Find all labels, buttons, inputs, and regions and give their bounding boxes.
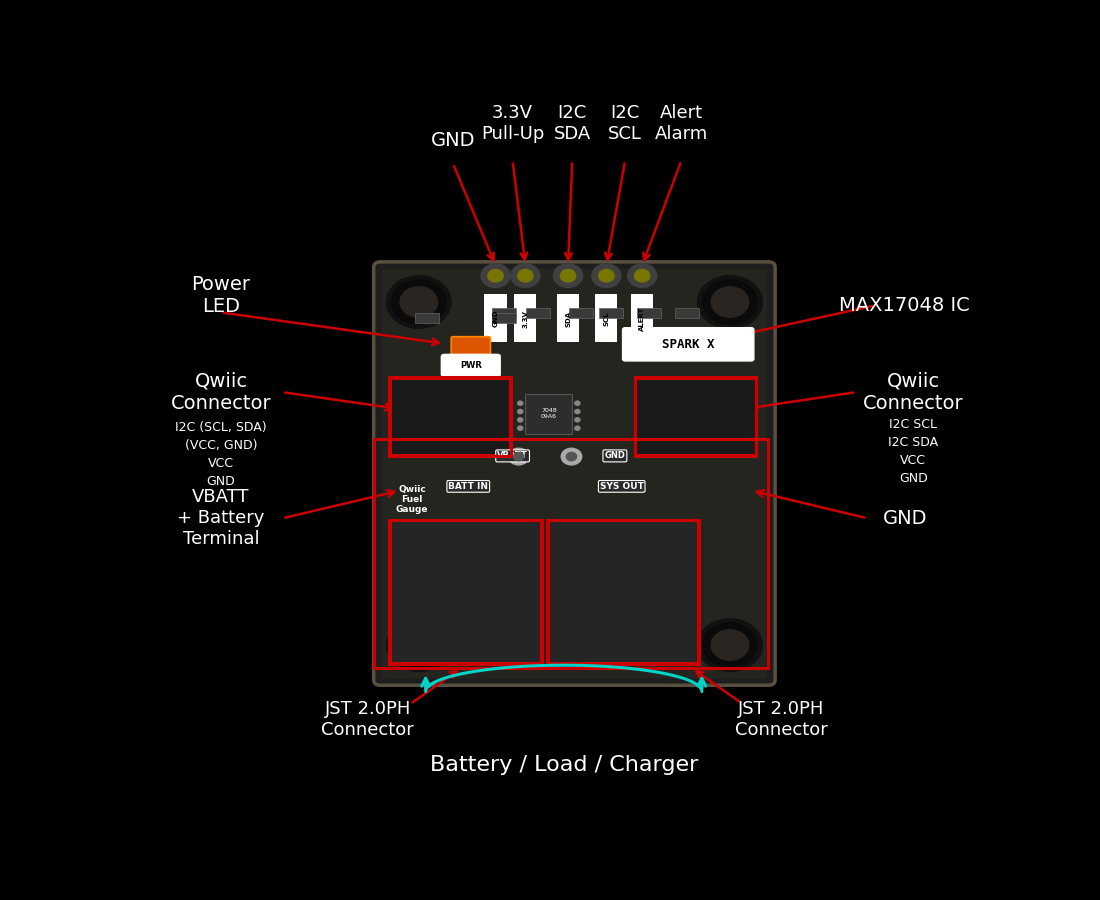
FancyBboxPatch shape: [636, 378, 756, 455]
Circle shape: [697, 275, 762, 328]
Circle shape: [518, 418, 522, 422]
FancyBboxPatch shape: [675, 309, 700, 318]
FancyBboxPatch shape: [598, 309, 623, 318]
FancyBboxPatch shape: [623, 328, 754, 361]
Text: JST 2.0PH
Connector: JST 2.0PH Connector: [735, 700, 827, 739]
Text: PWR: PWR: [460, 361, 482, 370]
FancyBboxPatch shape: [492, 309, 516, 318]
FancyBboxPatch shape: [484, 294, 507, 341]
Circle shape: [553, 264, 583, 287]
FancyBboxPatch shape: [389, 378, 510, 455]
FancyBboxPatch shape: [569, 309, 593, 318]
Circle shape: [510, 264, 540, 287]
FancyBboxPatch shape: [631, 294, 653, 341]
Circle shape: [488, 269, 503, 282]
Circle shape: [575, 418, 580, 422]
Circle shape: [392, 623, 447, 667]
Circle shape: [518, 401, 522, 405]
Bar: [389, 377, 510, 456]
Text: Qwiic
Fuel
Gauge: Qwiic Fuel Gauge: [396, 484, 428, 515]
FancyBboxPatch shape: [526, 309, 550, 318]
FancyBboxPatch shape: [389, 520, 541, 663]
FancyBboxPatch shape: [441, 354, 500, 377]
Text: I2C
SDA: I2C SDA: [553, 104, 591, 142]
Text: JST 2.0PH
Connector: JST 2.0PH Connector: [321, 700, 414, 739]
Text: I2C
SCL: I2C SCL: [608, 104, 642, 142]
Circle shape: [386, 275, 451, 328]
Circle shape: [712, 287, 749, 318]
Circle shape: [508, 448, 529, 465]
Circle shape: [575, 426, 580, 430]
Circle shape: [514, 453, 524, 461]
FancyBboxPatch shape: [557, 294, 579, 341]
Circle shape: [561, 448, 582, 465]
Circle shape: [386, 618, 451, 671]
Circle shape: [575, 410, 580, 414]
Text: VBATT: VBATT: [497, 452, 528, 461]
Circle shape: [481, 264, 510, 287]
Circle shape: [697, 618, 762, 671]
Text: 3.3V
Pull-Up: 3.3V Pull-Up: [481, 104, 544, 142]
Bar: [374, 439, 768, 668]
Circle shape: [518, 410, 522, 414]
Text: GND: GND: [493, 310, 498, 328]
Text: SDA: SDA: [565, 310, 571, 327]
Circle shape: [598, 269, 614, 282]
Text: Power
LED: Power LED: [191, 274, 251, 316]
FancyBboxPatch shape: [548, 520, 698, 663]
Bar: [547, 519, 700, 664]
Circle shape: [592, 264, 620, 287]
Circle shape: [703, 280, 757, 324]
Text: SPARK X: SPARK X: [662, 338, 715, 351]
Text: GND: GND: [431, 130, 475, 149]
FancyBboxPatch shape: [492, 313, 516, 323]
Text: GND: GND: [882, 508, 927, 527]
Circle shape: [635, 269, 650, 282]
Text: 3.3V: 3.3V: [522, 310, 528, 328]
Text: GND: GND: [605, 452, 625, 461]
Circle shape: [392, 280, 447, 324]
FancyBboxPatch shape: [515, 294, 537, 341]
Circle shape: [518, 426, 522, 430]
Text: MAX17048 IC: MAX17048 IC: [839, 296, 970, 315]
FancyBboxPatch shape: [595, 294, 617, 341]
Text: Qwiic
Connector: Qwiic Connector: [170, 372, 272, 412]
Text: Battery / Load / Charger: Battery / Load / Charger: [430, 755, 697, 775]
Text: Qwiic
Connector: Qwiic Connector: [864, 372, 964, 412]
Text: I2C (SCL, SDA)
(VCC, GND)
VCC
GND: I2C (SCL, SDA) (VCC, GND) VCC GND: [175, 421, 267, 488]
Text: Alert
Alarm: Alert Alarm: [654, 104, 708, 142]
Text: SCL: SCL: [604, 311, 609, 326]
Circle shape: [575, 401, 580, 405]
FancyBboxPatch shape: [416, 313, 439, 323]
Circle shape: [560, 269, 575, 282]
Circle shape: [703, 623, 757, 667]
Text: I2C SCL
I2C SDA
VCC
GND: I2C SCL I2C SDA VCC GND: [888, 418, 938, 485]
FancyBboxPatch shape: [451, 337, 491, 355]
FancyBboxPatch shape: [374, 262, 776, 685]
Text: BATT IN: BATT IN: [449, 482, 488, 490]
Circle shape: [628, 264, 657, 287]
Bar: [635, 377, 757, 456]
Text: 7048
09A6: 7048 09A6: [541, 409, 557, 419]
Circle shape: [518, 269, 534, 282]
Circle shape: [566, 453, 576, 461]
Circle shape: [400, 630, 438, 661]
Text: SYS OUT: SYS OUT: [600, 482, 643, 490]
Circle shape: [400, 287, 438, 318]
Text: VBATT
+ Battery
Terminal: VBATT + Battery Terminal: [177, 489, 265, 548]
FancyBboxPatch shape: [382, 269, 767, 679]
FancyBboxPatch shape: [637, 309, 661, 318]
FancyBboxPatch shape: [526, 393, 572, 434]
Circle shape: [712, 630, 749, 661]
Bar: [389, 519, 541, 664]
Text: ALERT: ALERT: [639, 306, 646, 331]
